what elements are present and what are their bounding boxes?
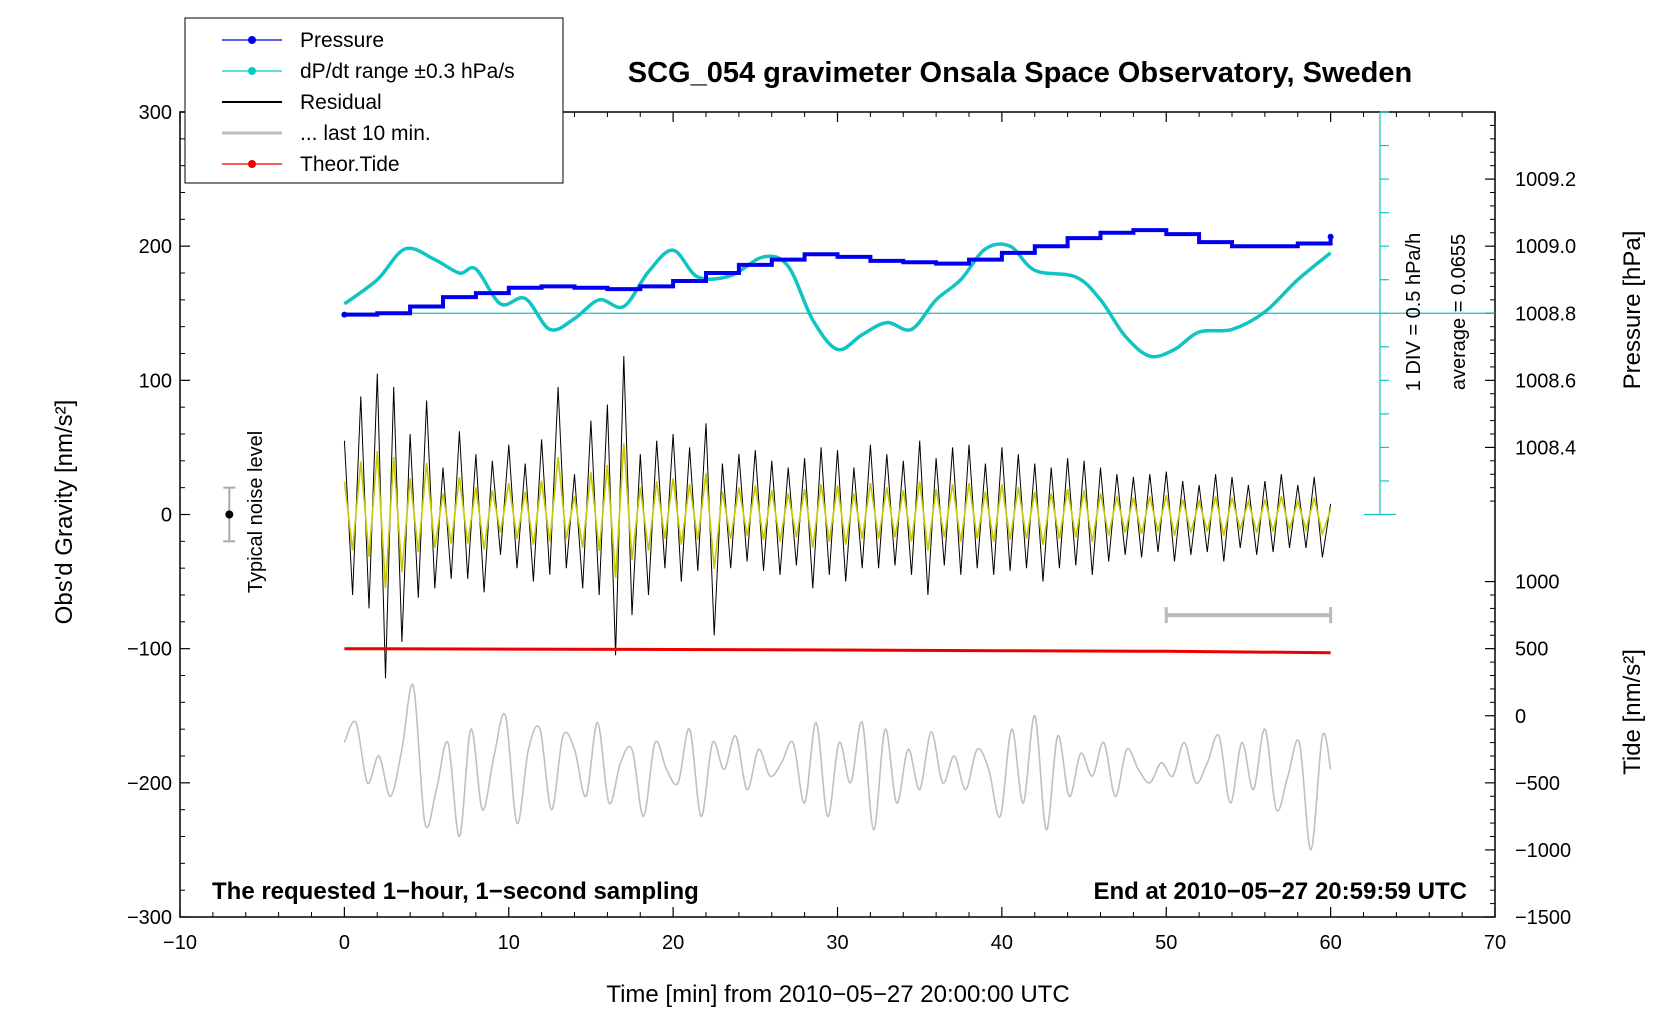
tide-tick-label: −500 xyxy=(1515,773,1560,795)
x-axis-title: Time [min] from 2010−05−27 20:00:00 UTC xyxy=(606,981,1069,1008)
div-label: 1 DIV = 0.5 hPa/h xyxy=(1403,233,1425,391)
y-tick-label: 200 xyxy=(139,236,172,258)
legend-label: Theor.Tide xyxy=(300,153,400,176)
pressure-axis-title: Pressure [hPa] xyxy=(1619,231,1646,390)
typical-noise-label: Typical noise level xyxy=(245,431,267,593)
x-tick-label: −10 xyxy=(163,932,197,954)
pressure-tick-label: 1009.2 xyxy=(1515,169,1576,191)
tide-tick-label: 1000 xyxy=(1515,572,1560,594)
chart-title: SCG_054 gravimeter Onsala Space Observat… xyxy=(628,57,1412,89)
y-tick-label: −300 xyxy=(127,907,172,929)
legend-label: Pressure xyxy=(300,29,384,52)
x-tick-label: 60 xyxy=(1320,932,1342,954)
pressure-tick-label: 1008.6 xyxy=(1515,370,1576,392)
x-tick-label: 10 xyxy=(498,932,520,954)
tide-tick-label: −1500 xyxy=(1515,907,1571,929)
series-residual xyxy=(343,356,1332,679)
x-tick-label: 50 xyxy=(1155,932,1177,954)
x-tick-label: 40 xyxy=(991,932,1013,954)
bottom-right-note: End at 2010−05−27 20:59:59 UTC xyxy=(1093,878,1467,905)
tide-tick-label: 0 xyxy=(1515,706,1526,728)
legend-marker xyxy=(248,36,256,44)
x-tick-label: 70 xyxy=(1484,932,1506,954)
legend-marker xyxy=(248,67,256,75)
y-tick-label: −100 xyxy=(127,639,172,661)
y-tick-label: 300 xyxy=(139,102,172,124)
series-pressure xyxy=(344,228,1333,317)
legend: Pressure dP/dt range ±0.3 hPa/s Residual..… xyxy=(184,17,564,184)
pressure-start-point xyxy=(341,311,348,318)
average-label: average = 0.0655 xyxy=(1448,234,1470,390)
y-axis-left: −300 −200 −100 0 100 200 300 xyxy=(127,102,190,929)
series-last-10-min xyxy=(343,683,1332,851)
x-tick-label: 30 xyxy=(826,932,848,954)
legend-marker xyxy=(248,160,256,168)
noise-bar-center xyxy=(225,510,234,519)
plot-frame xyxy=(179,111,1496,918)
pressure-end-point xyxy=(1327,233,1334,240)
legend-label: dP/dt range ±0.3 hPa/s xyxy=(300,60,515,83)
tide-axis-title: Tide [nm/s²] xyxy=(1619,649,1646,775)
y-tick-label: −200 xyxy=(127,773,172,795)
x-tick-label: 0 xyxy=(339,932,350,954)
last-10-min-bar xyxy=(1164,607,1333,624)
y-axis-title-left: Obs'd Gravity [nm/s²] xyxy=(51,400,78,625)
tide-axis: −1500 −1000 −500 0 500 1000 xyxy=(1485,572,1571,929)
typical-noise-bar xyxy=(223,486,236,543)
legend-label: Residual xyxy=(300,91,382,114)
y-tick-label: 100 xyxy=(139,370,172,392)
series-dpdt xyxy=(343,242,1332,359)
pressure-tick-label: 1009.0 xyxy=(1515,236,1576,258)
tide-tick-label: −1000 xyxy=(1515,840,1571,862)
x-tick-label: 20 xyxy=(662,932,684,954)
series-residual-filtered xyxy=(343,443,1332,589)
tide-tick-label: 500 xyxy=(1515,639,1548,661)
bottom-left-note: The requested 1−hour, 1−second sampling xyxy=(212,878,699,905)
pressure-tick-label: 1008.8 xyxy=(1515,303,1576,325)
series-layer xyxy=(341,228,1334,851)
legend-label: ... last 10 min. xyxy=(300,122,431,145)
pressure-tick-label: 1008.4 xyxy=(1515,437,1576,459)
legend-box xyxy=(184,17,564,184)
pressure-axis: 1008.4 1008.6 1008.8 1009.0 1009.2 xyxy=(1485,124,1576,502)
series-theor-tide xyxy=(344,647,1331,655)
x-axis: −10 0 10 20 30 40 50 60 70 xyxy=(163,112,1506,954)
y-tick-label: 0 xyxy=(161,505,172,527)
